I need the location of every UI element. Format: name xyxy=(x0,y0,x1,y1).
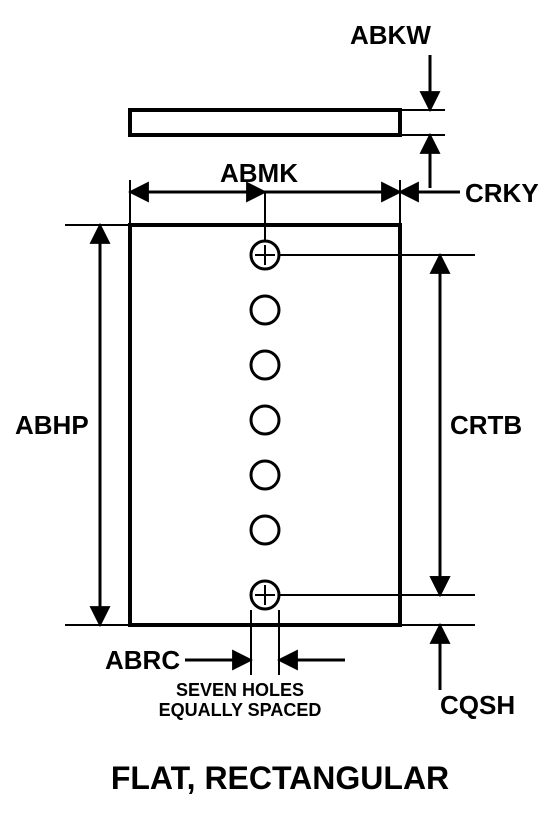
hole-2 xyxy=(251,296,279,324)
note-line1: SEVEN HOLES xyxy=(140,680,340,701)
abhp-label: ABHP xyxy=(15,410,89,441)
hole-4 xyxy=(251,406,279,434)
crky-label: CRKY xyxy=(465,178,539,209)
cqsh-dimension xyxy=(400,555,475,690)
diagram-title: FLAT, RECTANGULAR xyxy=(0,760,560,797)
abmk-label: ABMK xyxy=(220,158,298,189)
hole-7 xyxy=(251,581,279,609)
crtb-label: CRTB xyxy=(450,410,522,441)
hole-5 xyxy=(251,461,279,489)
abkw-label: ABKW xyxy=(350,20,431,51)
abkw-dimension xyxy=(400,55,445,188)
hole-6 xyxy=(251,516,279,544)
abrc-label: ABRC xyxy=(105,645,180,676)
top-rect xyxy=(130,110,400,135)
note-line2: EQUALLY SPACED xyxy=(140,700,340,721)
cqsh-label: CQSH xyxy=(440,690,515,721)
hole-3 xyxy=(251,351,279,379)
hole-1 xyxy=(251,241,279,269)
